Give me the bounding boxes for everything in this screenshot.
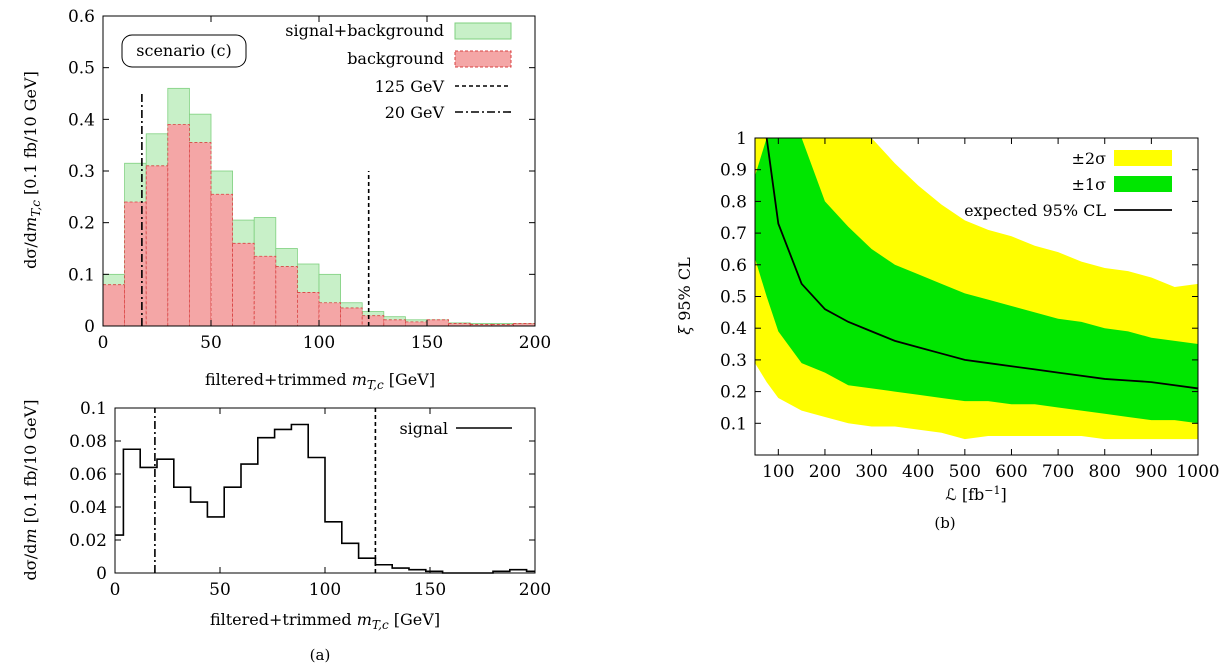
y-tick-label: 0.1 — [720, 414, 747, 434]
band-1sigma — [755, 138, 1198, 424]
right-exclusion-plot: 100 200 300 400 500 600 700 800 900 1000 0.1 0.2 0.… — [675, 129, 1220, 504]
legend-swatch-background — [454, 50, 512, 68]
x-tick-label: 50 — [200, 333, 222, 353]
y-tick-label: 0.04 — [69, 498, 107, 518]
x-tick-label: 200 — [519, 333, 551, 353]
x-tick-label: 100 — [303, 333, 335, 353]
x-tick-label: 900 — [1135, 462, 1167, 482]
background-bar — [210, 193, 234, 327]
y-tick-label: 0.8 — [720, 192, 747, 212]
y-tick-label: 0.5 — [68, 59, 95, 79]
background-bar — [426, 319, 450, 327]
y-tick-label: 0 — [84, 317, 95, 337]
x-tick-label: 150 — [414, 580, 446, 600]
expected-curve — [765, 137, 1199, 390]
legend-swatch-1sigma — [1114, 176, 1172, 192]
y-tick-label: 0.6 — [68, 7, 95, 27]
x-tick-label: 600 — [995, 462, 1027, 482]
y-tick-label: 0.3 — [720, 351, 747, 371]
y-tick-label: 0.2 — [720, 383, 747, 403]
legend-swatch-signal-background — [454, 22, 512, 40]
x-tick-label: 200 — [519, 580, 551, 600]
background-bar — [253, 255, 277, 327]
caption-a: (a) — [310, 646, 331, 664]
legend-label: ±2σ — [1071, 149, 1106, 168]
right-xlabel: ℒ [fb−1] — [945, 484, 1006, 504]
x-tick-label: 200 — [809, 462, 841, 482]
x-tick-label: 150 — [411, 333, 443, 353]
y-tick-label: 0.1 — [68, 265, 95, 285]
background-bar — [296, 292, 320, 327]
scenario-annotation: scenario (c) — [121, 34, 247, 68]
legend-label: expected 95% CL — [964, 201, 1106, 220]
scenario-label: scenario (c) — [136, 41, 231, 60]
background-bar — [124, 201, 147, 327]
top-legend: signal+background background 125 GeV 20 GeV — [285, 21, 512, 122]
y-tick-label: 0.4 — [68, 110, 95, 130]
background-bar — [404, 321, 428, 327]
y-tick-label: 0.5 — [720, 288, 747, 308]
background-bar — [232, 242, 255, 327]
signal-step-line — [115, 423, 535, 574]
x-tick-label: 50 — [209, 580, 231, 600]
background-bar — [361, 315, 385, 327]
y-tick-label: 0.6 — [720, 256, 747, 276]
legend-swatch-2sigma — [1114, 150, 1172, 166]
right-legend: ±2σ ±1σ expected 95% CL — [964, 149, 1172, 220]
legend-label: signal — [399, 419, 448, 438]
legend-label: 20 GeV — [385, 103, 445, 122]
x-tick-label: 1000 — [1176, 462, 1219, 482]
legend-label: background — [347, 49, 444, 68]
background-bar — [102, 284, 126, 327]
x-tick-label: 700 — [1042, 462, 1074, 482]
y-tick-label: 0.2 — [68, 214, 95, 234]
y-tick-label: 0.7 — [720, 224, 747, 244]
bottom-histogram: 0 50 100 150 200 0 0.02 0.04 0.06 0.08 0.1 filter… — [21, 399, 551, 632]
x-tick-label: 500 — [949, 462, 981, 482]
top-histogram: 0 50 100 150 200 0 0.1 0.2 0.3 0.4 0.5 0.6 filtere… — [21, 7, 551, 392]
y-tick-label: 0.9 — [720, 161, 747, 181]
background-bar — [167, 124, 190, 327]
legend-label: ±1σ — [1071, 175, 1106, 194]
x-tick-label: 800 — [1089, 462, 1121, 482]
x-tick-label: 0 — [98, 333, 109, 353]
background-bar — [188, 142, 212, 327]
background-bar — [145, 165, 169, 327]
y-tick-label: 0.4 — [720, 319, 747, 339]
top-ylabel: dσ/dmT,c [0.1 fb/10 GeV] — [21, 71, 43, 269]
x-tick-label: 100 — [309, 580, 341, 600]
caption-b: (b) — [934, 514, 955, 532]
x-tick-label: 0 — [110, 580, 121, 600]
x-tick-label: 100 — [762, 462, 794, 482]
y-tick-label: 0 — [96, 564, 107, 584]
y-tick-label: 0.3 — [68, 162, 95, 182]
bottom-xlabel: filtered+trimmed mT,c [GeV] — [210, 610, 440, 632]
y-tick-label: 0.06 — [69, 465, 107, 485]
legend-label: signal+background — [285, 21, 444, 40]
x-tick-label: 400 — [902, 462, 934, 482]
y-tick-label: 1 — [736, 129, 747, 149]
y-tick-label: 0.08 — [69, 432, 107, 452]
bottom-ylabel: dσ/dm [0.1 fb/10 GeV] — [21, 400, 40, 581]
y-tick-label: 0.1 — [80, 399, 107, 419]
background-bar — [340, 307, 363, 327]
top-xlabel: filtered+trimmed mT,c [GeV] — [205, 370, 435, 392]
background-bar — [275, 266, 298, 327]
right-ylabel: ξ 95% CL — [675, 257, 694, 335]
background-bar — [318, 302, 342, 327]
legend-label: 125 GeV — [375, 77, 445, 96]
background-bar — [383, 319, 406, 327]
x-tick-label: 300 — [855, 462, 887, 482]
bottom-legend: signal — [399, 419, 512, 438]
y-tick-label: 0.02 — [69, 531, 107, 551]
